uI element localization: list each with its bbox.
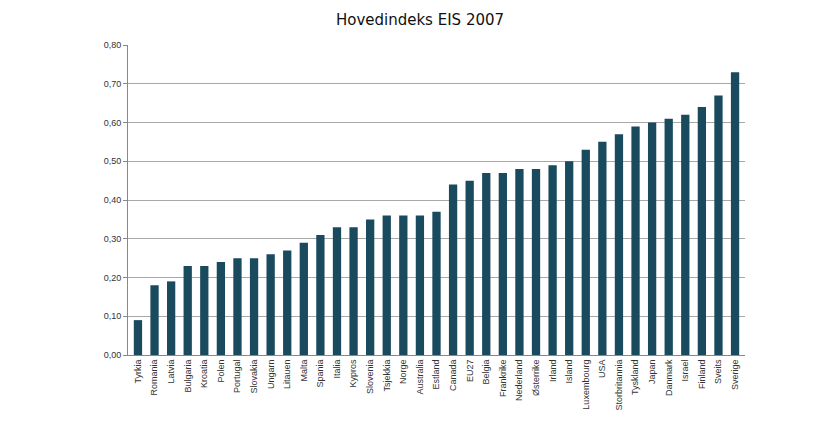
- svg-text:Luxembourg: Luxembourg: [581, 360, 591, 410]
- svg-text:Sveits: Sveits: [713, 359, 723, 384]
- svg-text:Belgia: Belgia: [481, 360, 491, 385]
- svg-text:Polen: Polen: [216, 360, 226, 383]
- svg-text:Danmark: Danmark: [664, 359, 674, 396]
- svg-text:Italia: Italia: [332, 360, 342, 379]
- svg-text:Storbritannia: Storbritannia: [614, 360, 624, 411]
- svg-text:Australia: Australia: [415, 360, 425, 395]
- svg-text:USA: USA: [597, 360, 607, 379]
- svg-text:Canada: Canada: [448, 360, 458, 392]
- svg-text:0,00: 0,00: [104, 350, 122, 360]
- svg-text:0,60: 0,60: [104, 118, 122, 128]
- svg-text:Slovenia: Slovenia: [365, 360, 375, 395]
- svg-text:0,10: 0,10: [104, 311, 122, 321]
- svg-text:Norge: Norge: [398, 360, 408, 385]
- svg-text:Island: Island: [564, 360, 574, 384]
- svg-text:Bulgaria: Bulgaria: [183, 360, 193, 393]
- svg-text:0,70: 0,70: [104, 79, 122, 89]
- svg-text:Spania: Spania: [315, 360, 325, 388]
- svg-text:Tyrkia: Tyrkia: [133, 360, 143, 384]
- svg-text:Portugal: Portugal: [232, 360, 242, 394]
- svg-text:Finland: Finland: [697, 360, 707, 390]
- svg-text:0,20: 0,20: [104, 273, 122, 283]
- svg-text:Tsjekkia: Tsjekkia: [382, 360, 392, 392]
- svg-text:Nederland: Nederland: [514, 360, 524, 402]
- svg-text:Østerrike: Østerrike: [531, 360, 541, 397]
- svg-text:Japan: Japan: [647, 360, 657, 385]
- svg-text:Ungarn: Ungarn: [266, 360, 276, 390]
- svg-text:Slovakia: Slovakia: [249, 360, 259, 394]
- svg-text:Frankrike: Frankrike: [498, 360, 508, 398]
- svg-text:Hovedindeks EIS 2007: Hovedindeks EIS 2007: [336, 11, 504, 29]
- svg-text:Kypros: Kypros: [348, 359, 358, 388]
- svg-text:Irland: Irland: [548, 360, 558, 383]
- svg-text:0,80: 0,80: [104, 40, 122, 50]
- svg-text:Malta: Malta: [299, 360, 309, 382]
- svg-text:Litauen: Litauen: [282, 360, 292, 390]
- svg-text:Israel: Israel: [680, 360, 690, 382]
- svg-text:0,40: 0,40: [104, 195, 122, 205]
- svg-text:EU27: EU27: [465, 360, 475, 383]
- svg-text:Sverige: Sverige: [730, 360, 740, 391]
- svg-text:Romania: Romania: [149, 360, 159, 396]
- svg-text:Latvia: Latvia: [166, 360, 176, 384]
- svg-text:Tyskland: Tyskland: [630, 360, 640, 396]
- svg-text:0,30: 0,30: [104, 234, 122, 244]
- svg-text:Kroatia: Kroatia: [199, 360, 209, 389]
- svg-text:Estland: Estland: [431, 360, 441, 390]
- svg-text:0,50: 0,50: [104, 156, 122, 166]
